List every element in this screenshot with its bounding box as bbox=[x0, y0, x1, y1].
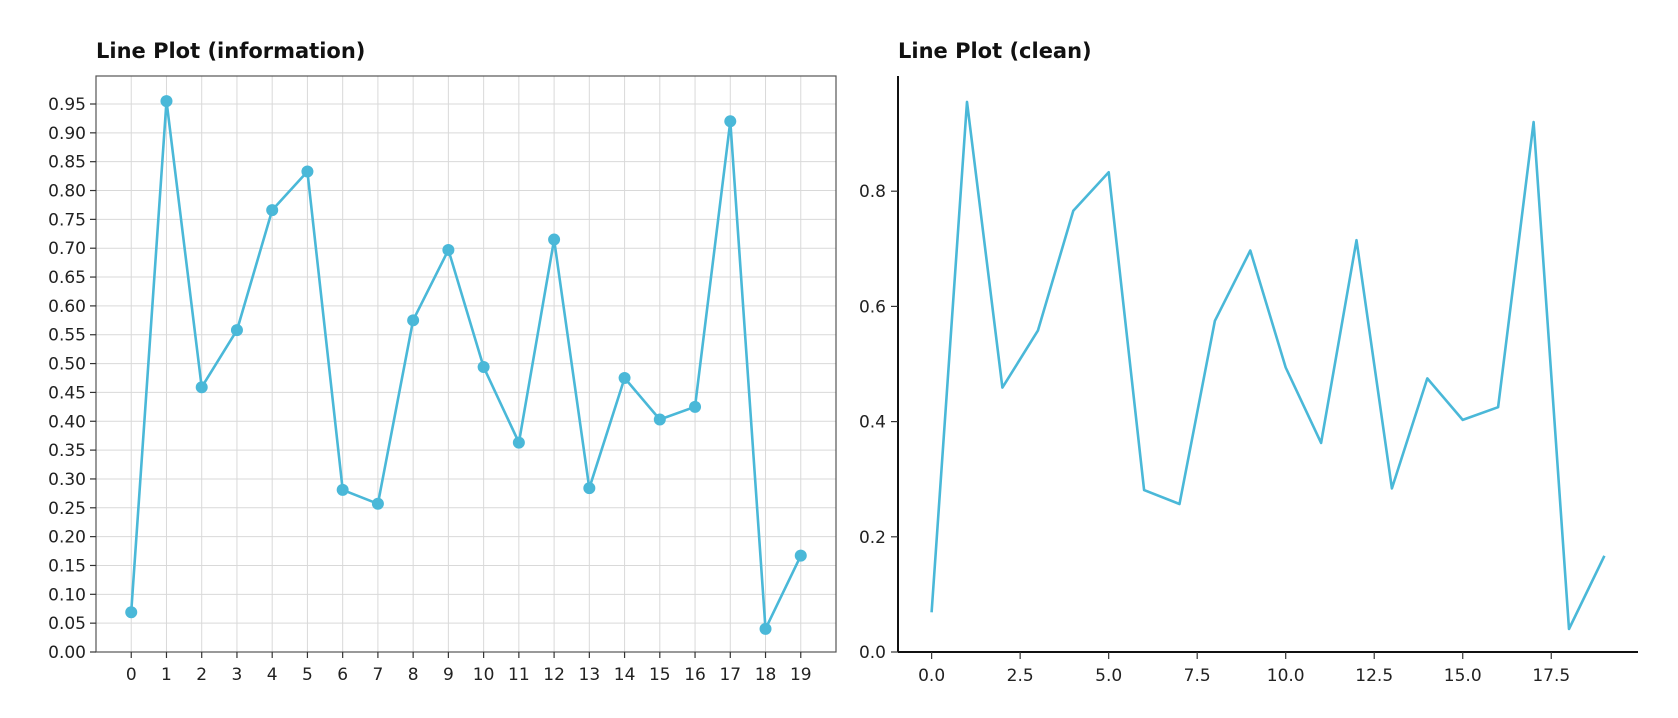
y-tick-label: 0.0 bbox=[859, 643, 886, 663]
x-tick-label: 12 bbox=[543, 665, 565, 685]
x-tick-label: 5.0 bbox=[1095, 666, 1122, 686]
data-point bbox=[618, 372, 631, 384]
x-tick-label: 3 bbox=[232, 665, 243, 685]
y-tick-label: 0.2 bbox=[859, 528, 886, 548]
y-tick-label: 0.10 bbox=[48, 585, 86, 605]
x-tick-label: 13 bbox=[579, 665, 601, 685]
x-tick-label: 0 bbox=[126, 665, 137, 685]
data-point bbox=[477, 361, 490, 374]
y-tick-label: 0.50 bbox=[48, 355, 86, 375]
chart-information: Line Plot (information) 0.00 0.05 0.10 0.15… bbox=[48, 39, 837, 685]
x-tick-label: 19 bbox=[790, 665, 812, 685]
y-tick-label: 0.55 bbox=[48, 326, 86, 346]
x-tick-label: 17.5 bbox=[1532, 666, 1570, 686]
data-point bbox=[794, 549, 807, 562]
x-tick-label: 10.0 bbox=[1267, 666, 1305, 686]
data-point bbox=[724, 115, 737, 128]
x-tick-label: 12.5 bbox=[1355, 666, 1393, 686]
y-tick-label: 0.05 bbox=[48, 614, 86, 634]
x-axis-ticks: 0 1 2 3 4 5 6 7 8 9 10 11 12 13 14 15 16 17 18 19 bbox=[126, 652, 812, 685]
y-tick-label: 0.8 bbox=[859, 182, 886, 202]
x-tick-label: 4 bbox=[267, 665, 278, 685]
x-tick-label: 2.5 bbox=[1007, 666, 1034, 686]
data-point bbox=[160, 95, 173, 108]
chart-clean: Line Plot (clean) 0.0 0.2 0.4 0.6 0.8 0.0 2.5… bbox=[859, 39, 1638, 686]
data-point bbox=[336, 483, 349, 496]
y-axis-ticks: 0.00 0.05 0.10 0.15 0.20 0.25 0.30 0.35 0.40 0.45… bbox=[48, 95, 96, 663]
x-tick-label: 0.0 bbox=[918, 666, 945, 686]
x-tick-label: 16 bbox=[684, 665, 706, 685]
data-point bbox=[371, 497, 384, 510]
data-point bbox=[301, 165, 314, 178]
y-tick-label: 0.15 bbox=[48, 556, 86, 576]
data-point bbox=[689, 400, 702, 413]
y-tick-label: 0.30 bbox=[48, 470, 86, 490]
y-tick-label: 0.35 bbox=[48, 441, 86, 461]
y-tick-label: 0.25 bbox=[48, 499, 86, 519]
x-tick-label: 8 bbox=[408, 665, 419, 685]
x-tick-label: 10 bbox=[473, 665, 495, 685]
x-tick-label: 5 bbox=[302, 665, 313, 685]
y-tick-label: 0.60 bbox=[48, 297, 86, 317]
y-tick-label: 0.40 bbox=[48, 412, 86, 432]
y-tick-label: 0.4 bbox=[859, 413, 886, 433]
y-axis-ticks: 0.0 0.2 0.4 0.6 0.8 bbox=[859, 182, 898, 663]
y-tick-label: 0.00 bbox=[48, 643, 86, 663]
chart-title: Line Plot (information) bbox=[96, 39, 365, 63]
y-tick-label: 0.65 bbox=[48, 268, 86, 288]
x-tick-label: 1 bbox=[161, 665, 172, 685]
y-tick-label: 0.80 bbox=[48, 182, 86, 202]
y-tick-label: 0.6 bbox=[859, 297, 886, 317]
series-line bbox=[129, 99, 802, 631]
x-tick-label: 18 bbox=[755, 665, 777, 685]
y-tick-label: 0.95 bbox=[48, 95, 86, 115]
series-line bbox=[930, 100, 1606, 631]
data-point bbox=[266, 204, 279, 217]
chart-title: Line Plot (clean) bbox=[898, 39, 1092, 63]
x-axis-ticks: 0.0 2.5 5.0 7.5 10.0 12.5 15.0 17.5 bbox=[918, 652, 1570, 686]
y-tick-label: 0.70 bbox=[48, 239, 86, 259]
data-point bbox=[442, 243, 455, 256]
data-point bbox=[407, 314, 420, 327]
data-point bbox=[195, 381, 208, 394]
x-tick-label: 2 bbox=[196, 665, 207, 685]
data-point bbox=[653, 413, 666, 426]
x-tick-label: 17 bbox=[719, 665, 741, 685]
x-tick-label: 11 bbox=[508, 665, 530, 685]
series-markers bbox=[125, 95, 807, 635]
x-tick-label: 7 bbox=[372, 665, 383, 685]
y-tick-label: 0.45 bbox=[48, 383, 86, 403]
x-tick-label: 7.5 bbox=[1184, 666, 1211, 686]
y-tick-label: 0.20 bbox=[48, 528, 86, 548]
x-tick-label: 14 bbox=[614, 665, 636, 685]
x-tick-label: 6 bbox=[337, 665, 348, 685]
data-point bbox=[230, 324, 243, 337]
y-tick-label: 0.85 bbox=[48, 153, 86, 173]
x-tick-label: 15.0 bbox=[1444, 666, 1482, 686]
x-tick-label: 15 bbox=[649, 665, 671, 685]
data-point bbox=[512, 436, 525, 449]
data-point bbox=[759, 622, 772, 635]
data-point bbox=[125, 606, 138, 619]
data-point bbox=[548, 233, 561, 246]
y-tick-label: 0.90 bbox=[48, 124, 86, 144]
x-tick-label: 9 bbox=[443, 665, 454, 685]
y-tick-label: 0.75 bbox=[48, 210, 86, 230]
data-point bbox=[583, 482, 596, 495]
